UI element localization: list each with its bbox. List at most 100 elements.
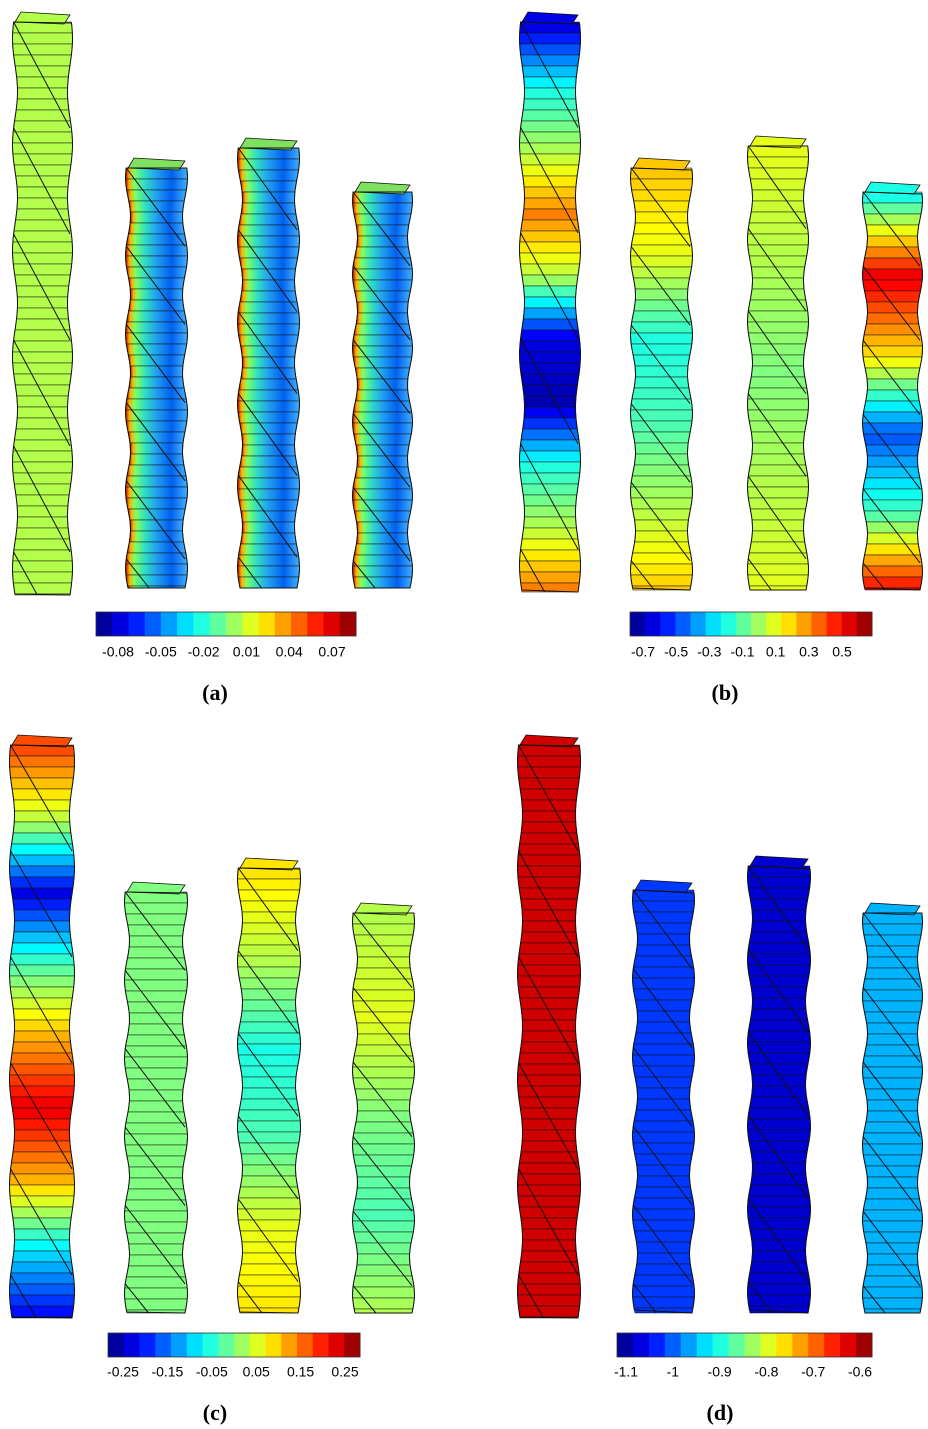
column-band xyxy=(241,191,296,204)
twist-line xyxy=(10,1062,73,1170)
twisted-column xyxy=(123,881,188,1314)
column-band xyxy=(634,288,689,301)
column-band xyxy=(863,1308,922,1314)
column-band xyxy=(521,799,577,812)
column-band xyxy=(126,1155,186,1168)
column-band xyxy=(865,1242,920,1255)
column-band xyxy=(238,977,300,990)
column-band xyxy=(352,356,413,369)
column-band xyxy=(747,387,809,400)
column-band xyxy=(522,307,578,320)
twist-line xyxy=(518,1168,579,1276)
twist-line xyxy=(352,486,411,562)
column-band xyxy=(751,909,807,922)
twist-line xyxy=(747,310,807,394)
colorbar-segment xyxy=(307,612,324,636)
column-band xyxy=(355,1187,412,1200)
colorbar-segment xyxy=(161,612,178,636)
column-band xyxy=(12,549,73,562)
column-outline xyxy=(124,167,189,589)
colorbar-segment xyxy=(751,612,767,636)
column-band xyxy=(862,499,923,512)
colorbar-label: -0.15 xyxy=(151,1364,183,1380)
column-band xyxy=(521,483,579,496)
column-band xyxy=(747,1118,811,1131)
twisted-column xyxy=(124,157,189,589)
column-band xyxy=(128,1166,184,1179)
column-band xyxy=(864,466,921,479)
column-band xyxy=(634,1076,693,1089)
colorbar-segment xyxy=(617,1333,634,1357)
column-band xyxy=(630,420,693,433)
column-band xyxy=(863,1231,922,1244)
twist-line xyxy=(862,1061,921,1137)
column-band xyxy=(127,1023,185,1036)
column-band xyxy=(519,997,579,1010)
twist-line xyxy=(10,744,73,852)
twist-line xyxy=(237,867,299,952)
column-band xyxy=(237,400,300,413)
colorbar-segment xyxy=(841,612,858,636)
twist-line xyxy=(518,1274,544,1319)
twist-line xyxy=(125,245,186,325)
column-top xyxy=(239,137,298,151)
column-band xyxy=(241,279,296,292)
twist-line xyxy=(352,912,413,988)
column-band xyxy=(517,755,581,768)
column-band xyxy=(240,202,297,215)
column-band xyxy=(239,257,298,270)
column-band xyxy=(237,1274,301,1287)
column-band xyxy=(863,400,922,413)
twist-line xyxy=(747,865,809,950)
column-band xyxy=(125,409,188,422)
column-band xyxy=(634,365,689,378)
column-band xyxy=(128,299,185,312)
column-band xyxy=(354,246,411,259)
column-band xyxy=(751,442,805,455)
column-band xyxy=(353,433,412,446)
twist-line xyxy=(352,1210,413,1287)
column-band xyxy=(630,332,693,345)
twist-line xyxy=(125,324,186,403)
column-band xyxy=(750,920,808,933)
column-band xyxy=(862,576,923,589)
colorbar-segment xyxy=(281,1333,298,1357)
column-band xyxy=(352,1132,415,1145)
colorbar-segment xyxy=(112,612,129,636)
column-band xyxy=(747,942,811,955)
column-band xyxy=(12,340,73,353)
column-band xyxy=(12,43,73,56)
column-band xyxy=(747,1107,811,1120)
colorbar-label: -0.1 xyxy=(730,644,754,660)
colorbar-label: -0.9 xyxy=(708,1364,732,1380)
column-band xyxy=(518,1261,580,1274)
column-band xyxy=(12,439,73,452)
colorbar-segment xyxy=(696,1333,714,1357)
column-band xyxy=(125,1034,187,1047)
column-band xyxy=(632,1274,695,1287)
column-band xyxy=(866,1033,919,1046)
twist-line xyxy=(520,127,579,234)
column-band xyxy=(863,934,922,947)
column-band xyxy=(124,1133,188,1146)
column-band xyxy=(13,1239,71,1252)
column-band xyxy=(517,1063,581,1076)
column-band xyxy=(9,876,75,889)
column-outline xyxy=(9,744,75,1319)
column-band xyxy=(237,323,300,336)
column-band xyxy=(125,332,188,345)
column-band xyxy=(630,574,693,587)
column-band xyxy=(356,378,409,391)
column-band xyxy=(748,332,808,345)
twist-line xyxy=(352,413,411,488)
column-band xyxy=(12,1140,72,1153)
twist-line xyxy=(632,889,693,970)
colorbar-segment xyxy=(155,1333,172,1357)
column-band xyxy=(521,1228,577,1241)
column-band xyxy=(747,475,809,488)
column-band xyxy=(747,1052,811,1065)
column-band xyxy=(750,365,806,378)
column-band xyxy=(517,854,581,867)
column-band xyxy=(237,966,301,979)
column-band xyxy=(240,988,298,1001)
